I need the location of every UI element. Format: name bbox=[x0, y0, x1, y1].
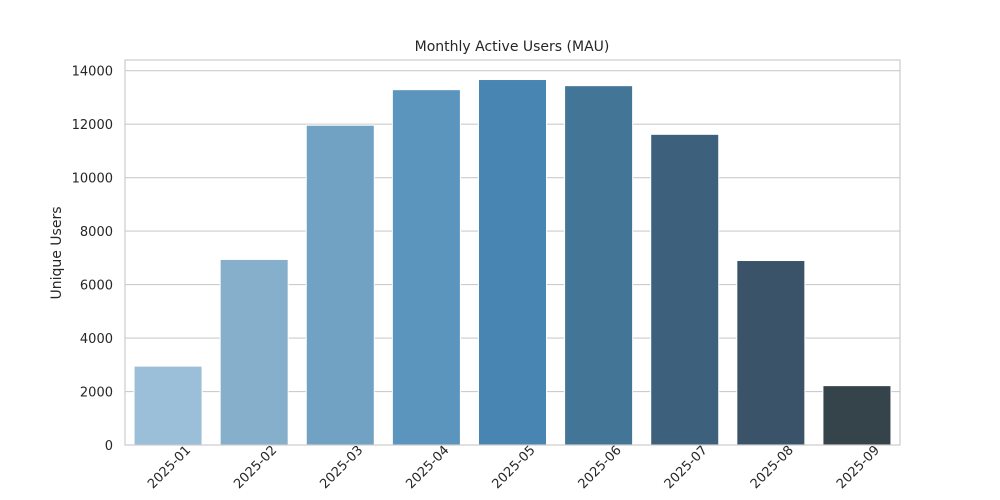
x-tick-label: 2025-03 bbox=[317, 443, 366, 492]
plot-frame bbox=[124, 59, 901, 446]
bar bbox=[477, 79, 548, 446]
y-tick-labels: 0 2000 4000 6000 8000 10000 12000 14000 bbox=[72, 65, 113, 454]
chart-title: Monthly Active Users (MAU) bbox=[415, 39, 610, 55]
bar bbox=[822, 385, 892, 446]
x-tick-label: 2025-06 bbox=[576, 443, 625, 492]
x-tick-label: 2025-05 bbox=[490, 443, 539, 492]
bar bbox=[305, 124, 375, 446]
bar bbox=[391, 89, 461, 446]
y-tick-label: 6000 bbox=[80, 279, 113, 294]
bar bbox=[650, 133, 720, 446]
bar bbox=[133, 365, 203, 446]
y-axis-label: Unique Users bbox=[49, 206, 65, 299]
x-tick-label: 2025-01 bbox=[145, 443, 194, 492]
x-tick-label: 2025-08 bbox=[748, 443, 797, 492]
bar bbox=[736, 260, 806, 446]
x-tick-label: 2025-02 bbox=[231, 443, 280, 492]
y-tick-label: 14000 bbox=[72, 65, 113, 80]
bar bbox=[219, 258, 289, 446]
y-tick-label: 8000 bbox=[80, 225, 113, 240]
y-tick-label: 2000 bbox=[80, 386, 113, 401]
x-tick-label: 2025-07 bbox=[662, 443, 711, 492]
y-tick-label: 10000 bbox=[72, 172, 113, 187]
y-tick-label: 4000 bbox=[80, 332, 113, 347]
x-tick-label: 2025-09 bbox=[834, 443, 883, 492]
x-tick-label: 2025-04 bbox=[403, 443, 452, 492]
y-tick-label: 12000 bbox=[72, 118, 113, 133]
bars bbox=[133, 79, 892, 446]
x-tick-labels: 2025-01 2025-02 2025-03 2025-04 2025-05 2025-… bbox=[145, 443, 883, 492]
bar bbox=[564, 85, 634, 446]
y-tick-label: 0 bbox=[105, 439, 113, 454]
